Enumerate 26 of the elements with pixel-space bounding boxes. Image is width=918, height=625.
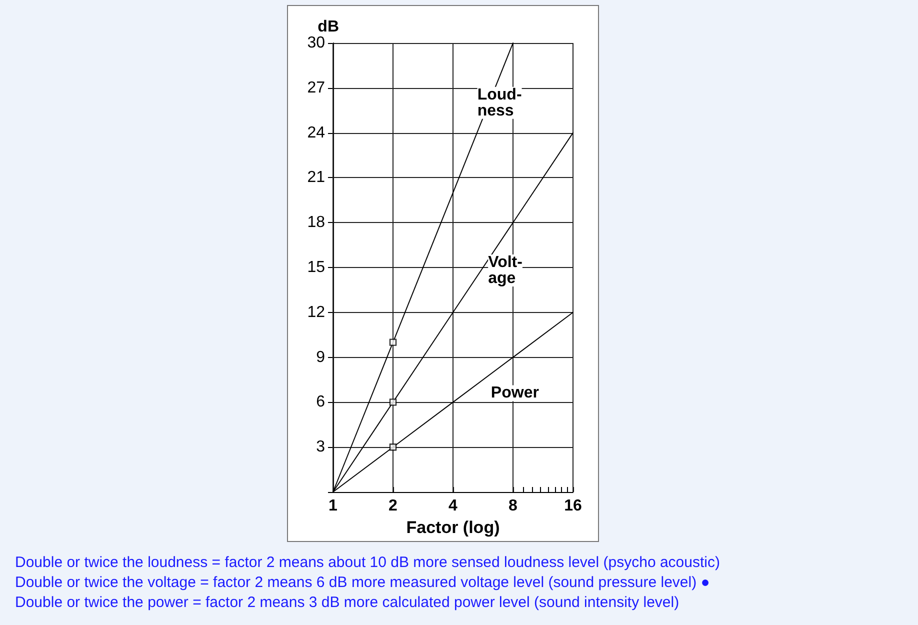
y-tick-label: 9: [316, 348, 326, 366]
y-tick-label: 21: [307, 169, 326, 186]
y-tick-label: 24: [307, 124, 326, 142]
x-axis-title: Factor (log): [406, 518, 500, 537]
x-tick-label: 4: [448, 498, 458, 514]
y-tick-label: 27: [307, 79, 326, 96]
y-tick-label: 18: [307, 214, 326, 232]
x-tick-label: 16: [564, 498, 582, 514]
series-label: Volt-age: [488, 254, 522, 287]
x-tick-label: 2: [388, 498, 398, 514]
text: Double or twice the loudness = factor 2 means about 10 dB more sensed loudness level (psycho acoustic): [15, 553, 720, 573]
series-label: Power: [490, 384, 539, 402]
y-tick-label: 15: [307, 259, 326, 276]
y-axis-title: dB: [318, 18, 339, 36]
y-tick-label: 12: [307, 304, 326, 321]
y-tick-label: 3: [316, 438, 326, 456]
x-tick-label: 1: [328, 498, 338, 514]
y-tick-label: 30: [307, 34, 326, 52]
x-tick-label: 8: [508, 498, 518, 514]
text: Double or twice the power = factor 2 means 3 dB more calculated power level (sound intensity level): [15, 593, 680, 613]
y-tick-label: 6: [316, 394, 326, 411]
point: [389, 338, 397, 346]
series-label: Loud-ness: [477, 86, 522, 120]
point: [389, 398, 397, 406]
text: Double or twice the voltage = factor 2 means 6 dB more measured voltage level (sound pressure level) ●: [15, 573, 711, 593]
point: [389, 444, 397, 451]
